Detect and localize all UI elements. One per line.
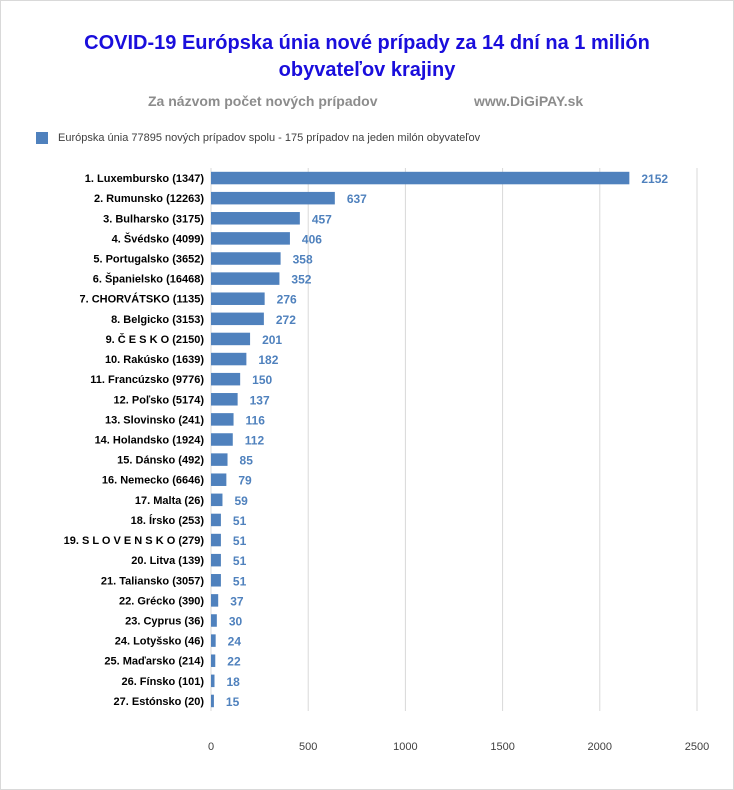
category-label: 7. CHORVÁTSKO (1135): [79, 293, 204, 306]
data-label: 51: [233, 554, 247, 568]
chart-title-line-1: COVID-19 Európska únia nové prípady za 1…: [84, 32, 650, 54]
category-label: 22. Grécko (390): [119, 595, 204, 607]
x-tick-label: 1500: [490, 741, 514, 753]
category-label: 18. Írsko (253): [131, 514, 205, 527]
category-label: 15. Dánsko (492): [117, 455, 204, 467]
data-label: 24: [228, 635, 242, 649]
category-label: 25. Maďarsko (214): [104, 656, 204, 668]
bar: [211, 352, 247, 366]
category-label: 4. Švédsko (4099): [112, 232, 205, 245]
bar: [211, 252, 281, 265]
data-label: 18: [226, 675, 240, 689]
data-label: 276: [277, 293, 297, 307]
bar: [211, 513, 221, 527]
data-label: 137: [250, 393, 270, 407]
data-label: 51: [233, 514, 247, 528]
bar: [211, 533, 221, 547]
bar: [211, 574, 221, 587]
source-url: www.DiGiPAY.sk: [474, 93, 584, 109]
bar: [211, 493, 223, 507]
x-tick-label: 1000: [393, 741, 417, 753]
data-label: 637: [347, 192, 367, 206]
x-tick-label: 2500: [685, 741, 709, 753]
category-label: 20. Litva (139): [131, 555, 204, 567]
category-label: 19. S L O V E N S K O (279): [64, 535, 205, 547]
data-label: 272: [276, 313, 296, 327]
category-label: 5. Portugalsko (3652): [93, 254, 204, 266]
bar: [211, 312, 264, 326]
bar: [211, 292, 265, 305]
bar: [211, 212, 300, 225]
category-label: 13. Slovinsko (241): [105, 414, 204, 426]
data-label: 79: [238, 474, 252, 488]
category-label: 6. Španielsko (16468): [93, 273, 205, 286]
data-label: 406: [302, 232, 322, 246]
bar: [211, 654, 216, 667]
bar: [211, 453, 228, 466]
x-tick-label: 0: [208, 741, 214, 753]
data-label: 51: [233, 534, 247, 548]
category-label: 27. Estónsko (20): [114, 696, 205, 708]
category-label: 23. Cyprus (36): [125, 616, 204, 628]
bar: [211, 232, 290, 245]
data-label: 30: [229, 615, 243, 629]
data-label: 150: [252, 373, 272, 387]
x-tick-label: 2000: [588, 741, 612, 753]
x-tick-label: 500: [299, 741, 317, 753]
category-label: 26. Fínsko (101): [121, 676, 204, 688]
bar: [211, 433, 233, 446]
data-label: 182: [258, 353, 278, 367]
bar: [211, 634, 216, 647]
data-label: 112: [245, 434, 265, 448]
bar: [211, 272, 280, 285]
category-label: 1. Luxembursko (1347): [85, 173, 205, 185]
legend-swatch: [36, 132, 48, 144]
bar: [211, 614, 217, 627]
data-label: 201: [262, 333, 282, 347]
chart-legend: Európska únia 77895 nových prípadov spol…: [36, 130, 480, 146]
bar: [211, 171, 630, 185]
bar: [211, 473, 227, 486]
bar: [211, 332, 251, 346]
chart-subtitle: Za názvom počet nových prípadov: [148, 93, 378, 109]
data-label: 352: [291, 273, 311, 287]
category-label: 2. Rumunsko (12263): [94, 193, 204, 205]
bar: [211, 694, 214, 708]
category-label: 3. Bulharsko (3175): [103, 213, 204, 225]
data-label: 51: [233, 574, 247, 588]
bar: [211, 413, 234, 426]
category-label: 14. Holandsko (1924): [95, 435, 205, 447]
data-label: 358: [293, 253, 313, 267]
data-label: 116: [246, 413, 266, 427]
bar: [211, 393, 238, 406]
category-label: 10. Rakúsko (1639): [105, 354, 204, 366]
bar: [211, 191, 335, 205]
category-label: 12. Poľsko (5174): [114, 394, 205, 406]
category-label: 16. Nemecko (6646): [102, 475, 204, 487]
legend-label: Európska únia 77895 nových prípadov spol…: [58, 132, 481, 144]
data-label: 22: [227, 655, 241, 669]
category-label: 11. Francúzsko (9776): [90, 374, 204, 386]
data-label: 15: [226, 695, 240, 709]
category-label: 9. Č E S K O (2150): [106, 333, 205, 346]
data-label: 85: [240, 454, 254, 468]
chart-title-line-2: obyvateľov krajiny: [278, 59, 456, 81]
bar: [211, 594, 219, 607]
data-label: 59: [234, 494, 248, 508]
bar: [211, 372, 241, 386]
category-label: 8. Belgicko (3153): [111, 314, 204, 326]
category-label: 21. Taliansko (3057): [101, 575, 204, 587]
category-label: 24. Lotyšsko (46): [115, 636, 205, 648]
data-label: 2152: [641, 172, 668, 186]
bar: [211, 553, 221, 567]
bar: [211, 674, 215, 688]
data-label: 37: [230, 594, 244, 608]
category-label: 17. Malta (26): [135, 495, 204, 507]
chart-title: COVID-19 Európska únia nové prípady za 1…: [0, 30, 734, 84]
data-label: 457: [312, 212, 332, 226]
